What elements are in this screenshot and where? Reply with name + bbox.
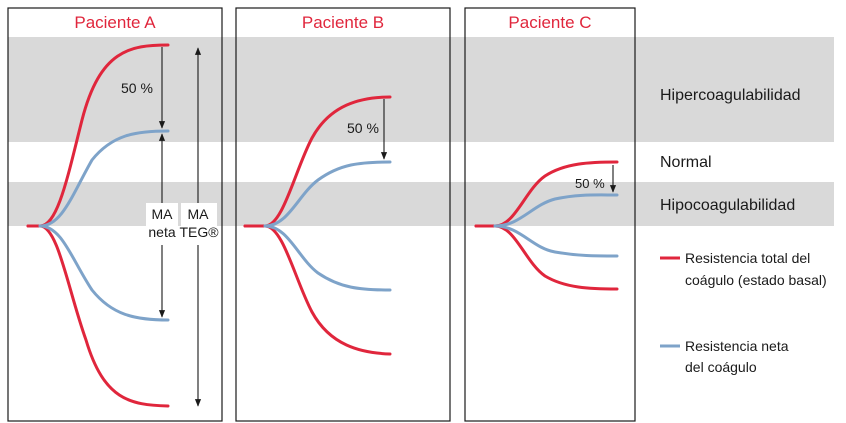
panel-c-net-upper [493,193,619,228]
panel-a-frame [7,7,223,422]
panel-c-title: Paciente C [508,13,591,32]
panel-a-total-lower [26,224,170,408]
panel-b-net-upper [263,160,392,228]
panel-b-frame [235,7,451,422]
hypercoagulability-band [8,37,834,142]
hypocoagulability-band [8,182,834,226]
legend-net-line1: Resistencia neta [685,338,789,354]
panel-a-50-percent-label: 50 % [121,80,153,96]
panel-c-curves [474,160,619,291]
zone-hypocoagulability: Hipocoagulabilidad [660,197,795,214]
panel-b-curves [243,95,392,356]
ma-teg-label-line1: MA [188,206,210,222]
panel-a-title: Paciente A [74,13,156,32]
panel-c-50-percent-label: 50 % [575,176,605,191]
ma-teg-label-line2: TEG® [179,224,219,240]
panel-b-total-lower [243,224,392,356]
zone-hypercoagulability: Hipercoagulabilidad [660,87,801,104]
legend-total-line1: Resistencia total del [685,250,810,266]
panel-b-total-upper [243,95,392,228]
ma-neta-label-line1: MA [152,206,174,222]
panel-c-net-lower [493,224,619,258]
ma-neta-label-line2: neta [148,224,175,240]
zone-normal: Normal [660,154,712,171]
panel-a-net-lower [38,224,170,322]
panel-c-frame [464,7,636,422]
panel-a-curves [26,43,170,408]
legend-net-line2: del coágulo [685,359,757,375]
panel-b-net-lower [263,224,392,292]
panel-c-total-lower [474,224,619,291]
panel-a-net-upper [38,129,170,228]
legend-total-line2: coágulo (estado basal) [685,272,827,288]
panel-b-title: Paciente B [302,13,384,32]
panel-a-total-upper [26,43,170,228]
panel-c-total-upper [474,160,619,228]
panel-b-50-percent-label: 50 % [347,120,379,136]
